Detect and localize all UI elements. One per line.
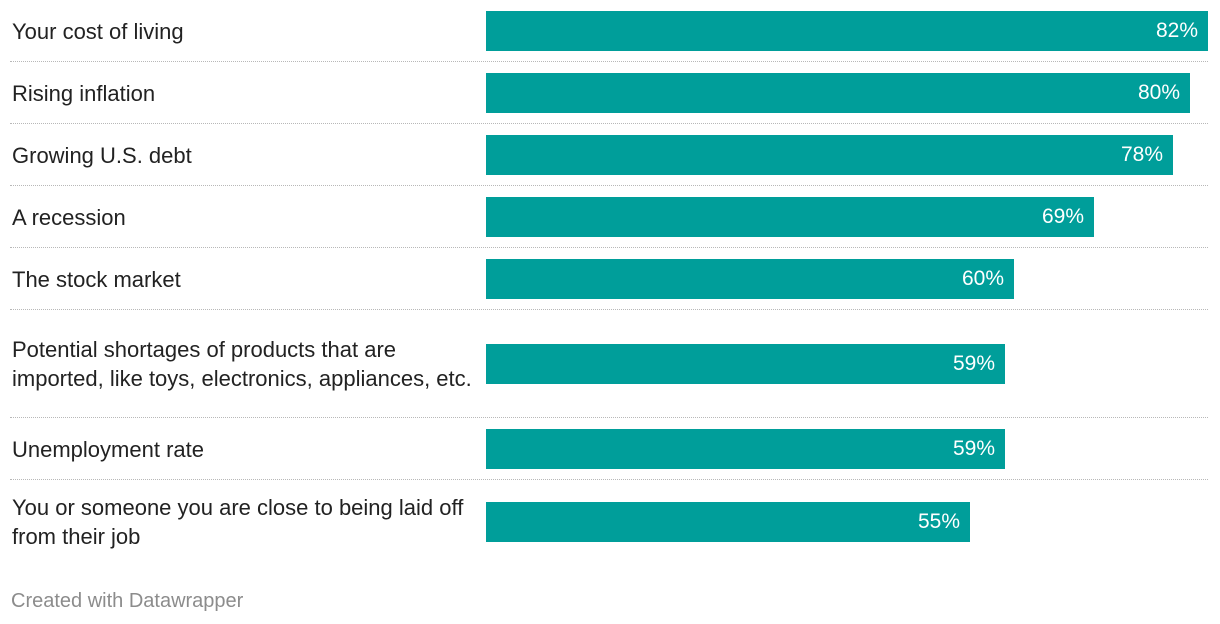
- row-divider: [10, 61, 1208, 62]
- category-label: Potential shortages of products that are…: [12, 337, 472, 391]
- row-divider: [10, 247, 1208, 248]
- bar-value-label: 59%: [952, 352, 995, 375]
- bar-track: 69%: [486, 197, 1208, 237]
- category-label: A recession: [12, 204, 126, 230]
- bar-track: 78%: [486, 135, 1208, 175]
- bar-row: Your cost of living 82%: [0, 0, 1220, 62]
- bar-track: 60%: [486, 259, 1208, 299]
- row-divider: [10, 309, 1208, 310]
- bar-row: You or someone you are close to being la…: [0, 480, 1220, 564]
- bar-row: Growing U.S. debt 78%: [0, 124, 1220, 186]
- category-label: Rising inflation: [12, 80, 156, 106]
- bar-value-label: 82%: [1155, 19, 1198, 42]
- bar: 82%: [486, 11, 1208, 51]
- bar-row: Potential shortages of products that are…: [0, 310, 1220, 418]
- bar: 59%: [486, 429, 1005, 469]
- bar-row: Rising inflation 80%: [0, 62, 1220, 124]
- bar-value-label: 60%: [961, 267, 1004, 290]
- bar: 78%: [486, 135, 1173, 175]
- category-label: The stock market: [12, 266, 181, 292]
- bar-value-label: 78%: [1120, 143, 1163, 166]
- bar-row: The stock market 60%: [0, 248, 1220, 310]
- bar-track: 55%: [486, 502, 1208, 542]
- bar: 55%: [486, 502, 970, 542]
- bar-value-label: 55%: [917, 510, 960, 533]
- category-label: You or someone you are close to being la…: [12, 495, 464, 549]
- bar-value-label: 59%: [952, 437, 995, 460]
- bar-chart: Your cost of living 82% Rising inflation 80…: [0, 0, 1220, 564]
- category-label: Growing U.S. debt: [12, 142, 192, 168]
- bar-value-label: 80%: [1137, 81, 1180, 104]
- category-label: Your cost of living: [12, 18, 184, 44]
- datawrapper-credit: Created with Datawrapper: [11, 590, 244, 612]
- bar-track: 82%: [486, 11, 1208, 51]
- category-label: Unemployment rate: [12, 436, 204, 462]
- bar-track: 59%: [486, 429, 1208, 469]
- bar-row: A recession 69%: [0, 186, 1220, 248]
- bar-value-label: 69%: [1041, 205, 1084, 228]
- row-divider: [10, 185, 1208, 186]
- bar: 80%: [486, 73, 1190, 113]
- bar: 69%: [486, 197, 1094, 237]
- row-divider: [10, 123, 1208, 124]
- bar-track: 59%: [486, 344, 1208, 384]
- row-divider: [10, 479, 1208, 480]
- bar: 59%: [486, 344, 1005, 384]
- row-divider: [10, 417, 1208, 418]
- bar-row: Unemployment rate 59%: [0, 418, 1220, 480]
- bar-track: 80%: [486, 73, 1208, 113]
- bar: 60%: [486, 259, 1014, 299]
